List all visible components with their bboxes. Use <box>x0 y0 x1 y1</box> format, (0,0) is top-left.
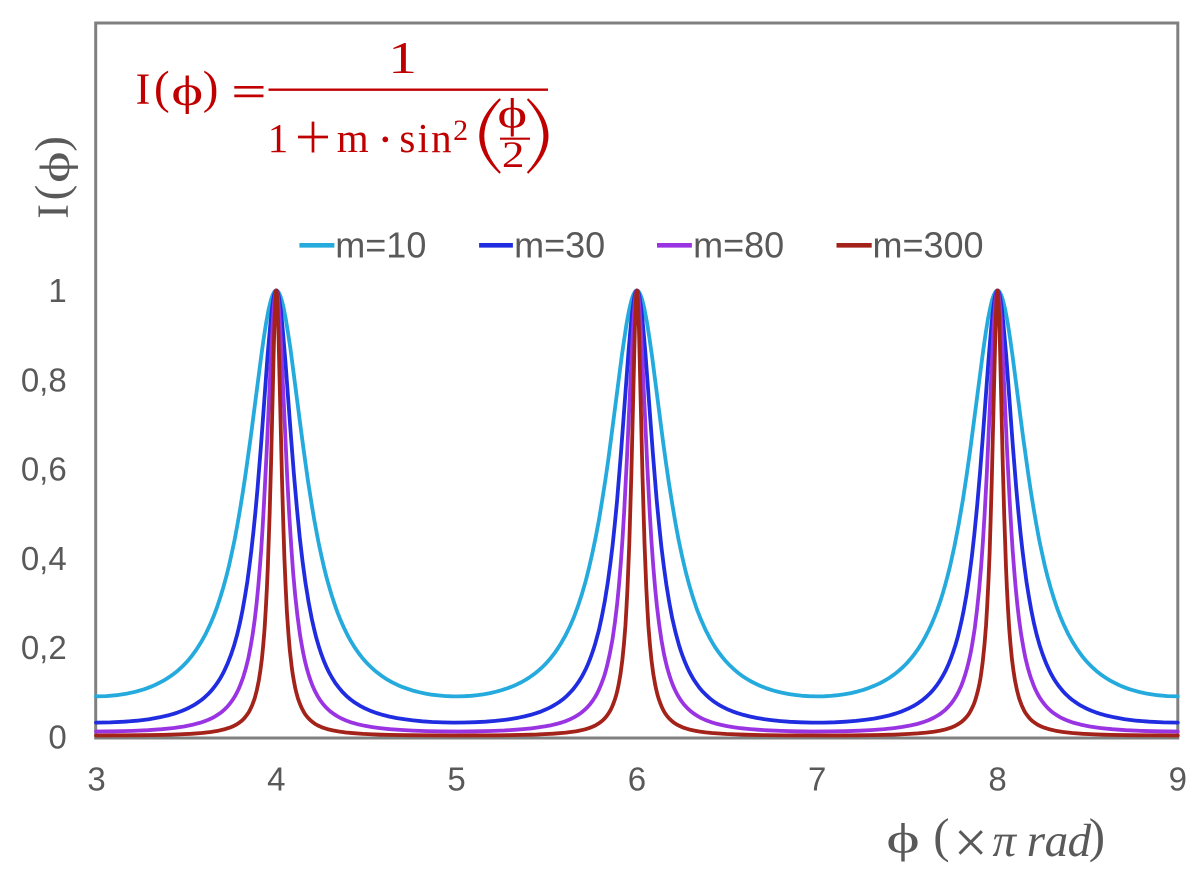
svg-text:2: 2 <box>453 114 468 147</box>
svg-text:2: 2 <box>502 134 525 175</box>
svg-text:m: m <box>337 115 369 161</box>
svg-text:0,2: 0,2 <box>21 629 67 666</box>
svg-text:1: 1 <box>268 115 289 161</box>
svg-text:m=10: m=10 <box>335 225 426 266</box>
svg-text:(: ( <box>933 808 949 863</box>
svg-text:1: 1 <box>48 272 66 309</box>
svg-text:ϕ: ϕ <box>171 68 203 115</box>
svg-text:ϕ: ϕ <box>32 151 79 183</box>
svg-text:I: I <box>29 204 78 219</box>
svg-text:π rad: π rad <box>993 815 1092 867</box>
svg-text:3: 3 <box>87 761 105 798</box>
svg-text:sin: sin <box>399 115 453 161</box>
svg-text:8: 8 <box>988 761 1006 798</box>
svg-text:I: I <box>136 65 151 114</box>
svg-text:0,6: 0,6 <box>21 451 67 488</box>
svg-text:5: 5 <box>447 761 465 798</box>
svg-text:): ) <box>203 62 219 114</box>
svg-text:ϕ: ϕ <box>497 90 527 136</box>
svg-text:0: 0 <box>48 719 66 756</box>
svg-text:9: 9 <box>1169 761 1187 798</box>
svg-text:×: × <box>954 809 988 875</box>
svg-text:m=300: m=300 <box>873 225 984 266</box>
svg-text:6: 6 <box>628 761 646 798</box>
svg-text:m=80: m=80 <box>693 225 784 266</box>
svg-text:1: 1 <box>388 33 417 83</box>
svg-text:(: ( <box>26 185 78 201</box>
svg-text:4: 4 <box>267 761 285 798</box>
svg-text:m=30: m=30 <box>514 225 605 266</box>
svg-text:0,8: 0,8 <box>21 361 67 398</box>
svg-text:): ) <box>26 136 78 152</box>
svg-text:0,4: 0,4 <box>21 540 67 577</box>
svg-text:): ) <box>1089 808 1105 863</box>
svg-text:ϕ: ϕ <box>886 815 920 862</box>
svg-text:(: ( <box>154 62 170 114</box>
svg-text:7: 7 <box>808 761 826 798</box>
